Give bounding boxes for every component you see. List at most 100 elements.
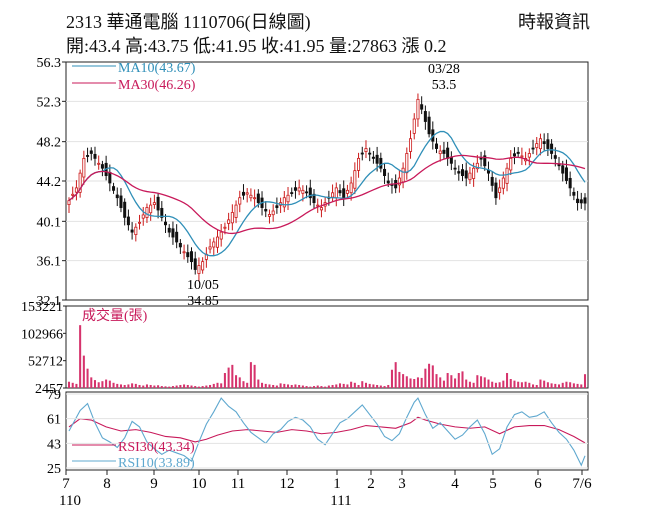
volume-bar	[275, 385, 278, 388]
candle-body	[423, 111, 427, 122]
volume-bar	[90, 377, 93, 388]
volume-bar	[223, 373, 226, 388]
volume-bar	[502, 380, 505, 388]
price-tick-label: 56.3	[37, 56, 62, 71]
volume-bars	[67, 325, 587, 388]
volume-bar	[238, 377, 241, 388]
candle-body	[438, 150, 442, 155]
volume-bar	[550, 383, 553, 388]
candle-body	[338, 190, 342, 194]
volume-bar	[179, 384, 182, 388]
candle-body	[386, 180, 390, 184]
volume-label: 成交量(張)	[82, 307, 148, 324]
candle-body	[275, 205, 279, 208]
volume-bar	[457, 373, 460, 388]
volume-bar	[86, 368, 89, 388]
candle-body	[342, 188, 346, 199]
candle-body	[100, 164, 104, 169]
volume-bar	[472, 382, 475, 388]
volume-bar	[142, 385, 145, 388]
candle-body	[141, 214, 145, 219]
ma30-legend: MA30(46.26)	[118, 78, 196, 93]
volume-bar	[283, 383, 286, 388]
rsi30-legend: RSI30(43.34)	[118, 440, 195, 455]
candle-body	[442, 149, 446, 154]
candle-body	[434, 143, 439, 149]
volume-bar	[287, 384, 290, 388]
volume-bar	[320, 386, 323, 388]
volume-bar	[324, 386, 327, 388]
volume-bar	[532, 384, 535, 388]
peak-date-label: 03/28	[428, 62, 460, 77]
volume-bar	[294, 384, 297, 388]
candle-body	[401, 167, 405, 183]
volume-bar	[123, 384, 126, 388]
volume-bar	[361, 381, 364, 388]
candle-body	[71, 193, 75, 196]
candle-body	[535, 143, 539, 149]
volume-bar	[197, 386, 200, 388]
volume-bar	[131, 383, 134, 388]
price-tick-label: 48.2	[37, 136, 62, 151]
volume-bar	[539, 379, 542, 388]
candle-body	[505, 167, 509, 184]
volume-bar	[183, 384, 186, 388]
volume-bar	[79, 325, 82, 388]
candle-body	[319, 207, 323, 211]
candle-body	[182, 251, 186, 254]
candle-body	[123, 201, 127, 218]
candle-body	[334, 187, 338, 199]
volume-bar	[379, 385, 382, 388]
volume-bar	[372, 384, 375, 388]
candle-body	[189, 251, 194, 263]
volume-bar	[209, 384, 212, 388]
volume-bar	[301, 385, 304, 388]
candle-body	[305, 191, 309, 194]
volume-bar	[353, 382, 356, 388]
candle-body	[308, 187, 312, 199]
candle-body	[171, 228, 175, 238]
x-tick-label: 7/6	[572, 476, 592, 492]
volume-tick-label: 153221	[21, 300, 63, 315]
candle-body	[353, 170, 357, 189]
x-tick-label: 2	[367, 476, 375, 492]
volume-bar	[390, 369, 393, 388]
candle-body	[512, 153, 516, 157]
trough-value-label: 34.85	[187, 294, 219, 309]
candle-body	[249, 194, 253, 199]
volume-bar	[249, 362, 252, 388]
volume-bar	[535, 384, 538, 388]
volume-bar	[554, 383, 557, 388]
volume-bar	[557, 384, 561, 388]
candle-body	[494, 182, 498, 199]
candle-body	[82, 157, 86, 178]
ohlc-summary: 開:43.4 高:43.75 低:41.95 收:41.95 量:27863 漲…	[66, 36, 447, 56]
candle-body	[282, 197, 286, 208]
candle-body	[527, 153, 531, 158]
volume-bar	[119, 384, 122, 388]
candle-body	[564, 167, 568, 181]
volume-bar	[149, 384, 152, 388]
candle-body	[201, 261, 205, 271]
candle-body	[483, 155, 487, 167]
candle-body	[152, 202, 156, 205]
candle-body	[472, 167, 476, 179]
volume-bar	[194, 386, 197, 388]
rsi30-line	[68, 416, 586, 444]
candle-body	[145, 207, 149, 218]
candle-body	[498, 187, 502, 193]
rsi-tick-label: 61	[47, 413, 61, 428]
candle-body	[115, 194, 119, 199]
candle-body	[112, 186, 116, 191]
x-tick-label: 10	[192, 476, 207, 492]
x-tick-label: 5	[489, 476, 497, 492]
ma10-legend: MA10(43.67)	[118, 61, 196, 76]
volume-bar	[93, 380, 97, 388]
volume-bar	[186, 384, 189, 388]
volume-bar	[201, 386, 204, 388]
price-tick-label: 52.3	[37, 95, 62, 110]
volume-bar	[216, 382, 219, 388]
x-tick-label: 7	[62, 476, 70, 492]
x-tick-label: 9	[150, 476, 158, 492]
candle-body	[175, 231, 179, 243]
